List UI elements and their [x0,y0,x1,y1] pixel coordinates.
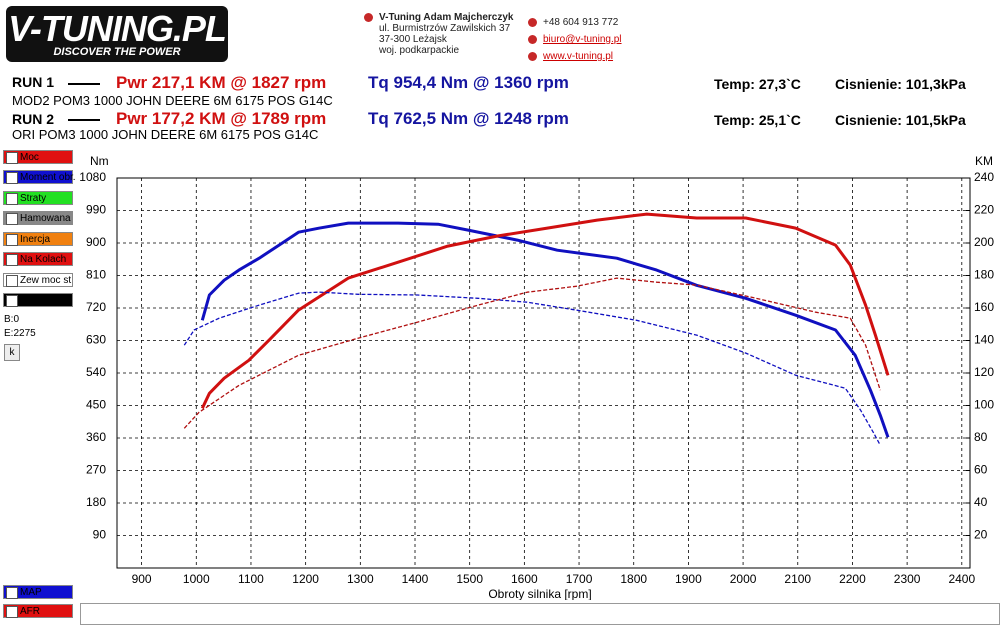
checkbox[interactable]: Zew moc st [3,273,73,287]
y2-tick-label: 180 [974,268,994,282]
y2-tick-label: 60 [974,463,988,477]
checkbox[interactable]: Moment obr. [3,170,76,184]
phone: +48 604 913 772 [543,17,619,28]
y2-tick-label: 120 [974,365,994,379]
y-tick-label: 540 [86,365,106,379]
x-tick-label: 1900 [675,572,702,586]
y2-axis-label: KM [975,154,993,168]
x-tick-label: 1100 [238,572,264,586]
checkbox[interactable]: MAP [3,585,73,599]
checkbox[interactable]: Hamowana [3,211,73,225]
y-tick-label: 450 [86,398,106,412]
run-label: RUN 2 [12,111,55,127]
run-pressure: Cisnienie: 101,5kPa [835,112,966,128]
y2-tick-label: 80 [974,430,988,444]
run-torque: Tq 762,5 Nm @ 1248 rpm [368,109,569,128]
y2-tick-label: 220 [974,203,994,217]
run-pressure: Cisnienie: 101,3kPa [835,76,966,92]
y2-tick-label: 160 [974,300,994,314]
y-tick-label: 1080 [79,170,106,184]
x-tick-label: 1200 [292,572,319,586]
y-tick-label: 270 [86,463,106,477]
y-tick-label: 90 [93,528,107,542]
x-tick-label: 2400 [948,572,975,586]
y2-tick-label: 200 [974,235,994,249]
checkbox[interactable]: Na Kolach [3,252,73,266]
run-line [68,83,100,85]
checkbox[interactable] [3,293,73,307]
web[interactable]: www.v-tuning.pl [543,51,614,62]
series-line [200,221,890,438]
run-desc: MOD2 POM3 1000 JOHN DEERE 6M 6175 POS G1… [12,93,333,108]
y-tick-label: 810 [86,268,106,282]
x-tick-label: 2100 [784,572,811,586]
x-tick-label: 1500 [456,572,483,586]
series-line [183,291,881,446]
x-tick-label: 1300 [347,572,374,586]
bottom-box [80,603,1000,625]
x-tick-label: 2000 [730,572,757,586]
company: V-Tuning Adam Majcherczyk [379,12,514,23]
contact: +48 604 913 772 biuro@v-tuning.pl www.v-… [528,14,622,65]
y2-tick-label: 140 [974,333,994,347]
x-tick-label: 900 [132,572,152,586]
button[interactable]: k [4,344,20,361]
series-line [183,277,881,429]
logo-text: V-TUNING.PL [8,8,227,49]
run-label: RUN 1 [12,74,55,90]
y2-tick-label: 40 [974,495,988,509]
y-axis-label: Nm [90,154,109,168]
tagline: DISCOVER THE POWER [53,46,181,58]
end-label: E:2275 [4,328,36,339]
address-line: woj. podkarpackie [379,45,460,56]
run-torque: Tq 954,4 Nm @ 1360 rpm [368,73,569,92]
x-tick-label: 1400 [402,572,429,586]
run-power: Pwr 217,1 KM @ 1827 rpm [116,73,327,92]
run-temp: Temp: 27,3`C [714,76,801,92]
contact-address: V-Tuning Adam Majcherczyk ul. Burmistrzó… [364,12,513,56]
y-tick-label: 720 [86,300,106,314]
run-desc: ORI POM3 1000 JOHN DEERE 6M 6175 POS G14… [12,127,319,142]
y-tick-label: 180 [86,495,106,509]
x-tick-label: 1700 [566,572,593,586]
y-tick-label: 990 [86,203,106,217]
x-tick-label: 1600 [511,572,538,586]
logo: V-TUNING.PL DISCOVER THE POWER [6,6,228,62]
series-line [200,212,890,409]
checkbox[interactable]: Moc [3,150,73,164]
checkbox[interactable]: Inercja [3,232,73,246]
run-power: Pwr 177,2 KM @ 1789 rpm [116,109,327,128]
y-tick-label: 900 [86,235,106,249]
x-axis-label: Obroty silnika [rpm] [488,587,591,600]
checkbox[interactable]: AFR [3,604,73,618]
run-temp: Temp: 25,1`C [714,112,801,128]
y2-tick-label: 20 [974,528,988,542]
y2-tick-label: 240 [974,170,994,184]
checkbox[interactable]: Straty [3,191,73,205]
y2-tick-label: 100 [974,398,994,412]
address-line: ul. Burmistrzów Zawilskich 37 [379,23,511,34]
begin-label: B:0 [4,314,20,325]
y-tick-label: 630 [86,333,106,347]
x-tick-label: 1800 [620,572,647,586]
address-line: 37-300 Leżajsk [379,34,447,45]
run-line [68,119,100,121]
y-tick-label: 360 [86,430,106,444]
x-tick-label: 1000 [183,572,210,586]
chart: Nm KM Obroty silnika [rpm] 900 1000 1100 12… [79,154,994,600]
email[interactable]: biuro@v-tuning.pl [543,34,622,45]
x-tick-label: 2200 [839,572,866,586]
x-tick-label: 2300 [894,572,921,586]
